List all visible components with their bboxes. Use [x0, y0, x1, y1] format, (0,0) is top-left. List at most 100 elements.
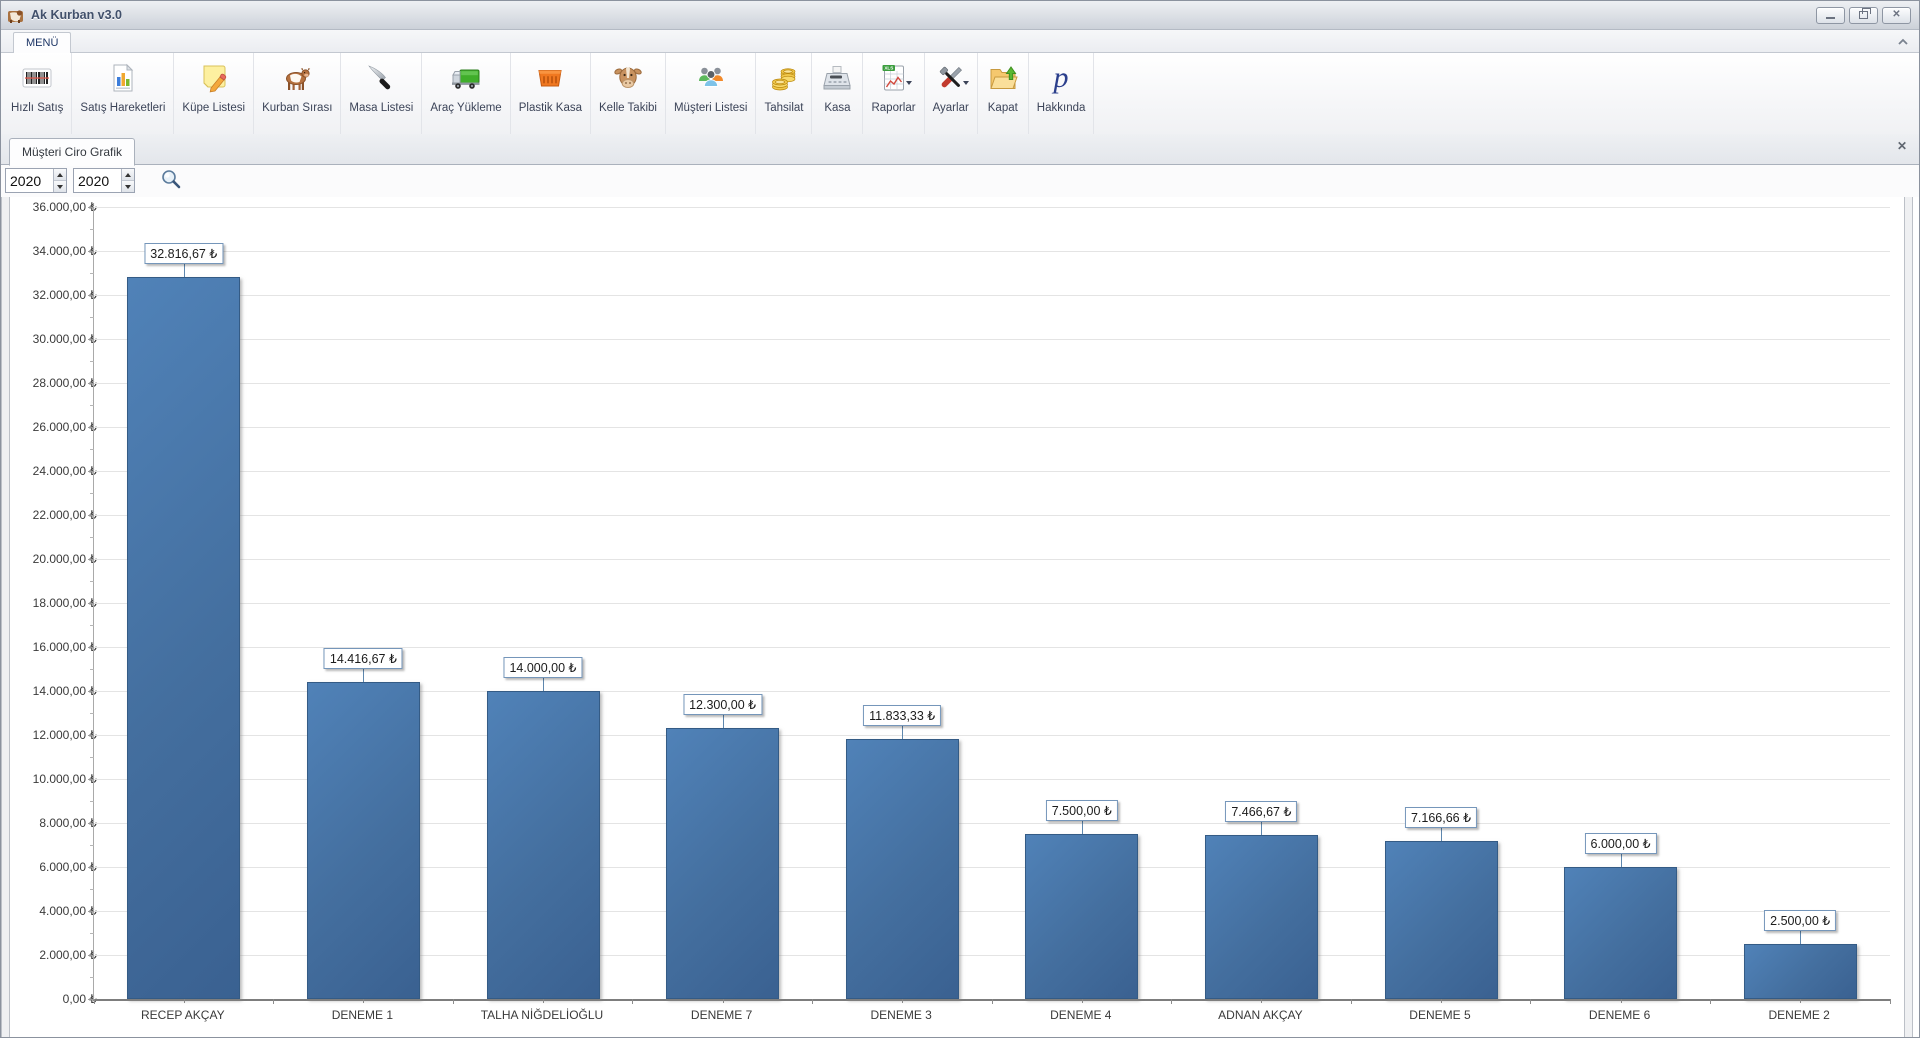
minimize-button[interactable]: [1816, 7, 1845, 24]
arrow-up-icon: [57, 173, 63, 177]
tab-close-icon[interactable]: ✕: [1897, 140, 1907, 152]
maximize-icon: [1859, 11, 1868, 19]
y-axis-tick: [88, 691, 94, 692]
toolbar-button-musteri-listesi[interactable]: Müşteri Listesi: [666, 53, 757, 134]
y-axis-label: 0,00 ₺: [17, 992, 97, 1006]
y-axis-label: 30.000,00 ₺: [17, 332, 97, 346]
y-axis-minor-tick: [90, 669, 94, 670]
y-axis-minor-tick: [90, 537, 94, 538]
x-axis-tick: [1171, 999, 1172, 1004]
document-tab-strip: Müşteri Ciro Grafik ✕: [1, 134, 1919, 165]
toolbar-button-masa-listesi[interactable]: Masa Listesi: [341, 53, 422, 134]
year-from-input[interactable]: [6, 169, 53, 192]
y-axis-minor-tick: [90, 581, 94, 582]
y-axis-tick: [88, 647, 94, 648]
x-axis-tick: [543, 999, 544, 1003]
y-axis-tick: [88, 823, 94, 824]
gridline: [94, 603, 1890, 604]
gridline: [94, 383, 1890, 384]
bar-2: [307, 682, 420, 999]
note-pencil-icon: [197, 61, 231, 95]
y-axis-tick: [88, 339, 94, 340]
toolbar-button-label: Araç Yükleme: [430, 102, 501, 114]
y-axis-tick: [88, 207, 94, 208]
toolbar-button-raporlar[interactable]: XLSRaporlar: [863, 53, 924, 134]
chevron-up-icon[interactable]: [1895, 35, 1911, 48]
gridline: [94, 515, 1890, 516]
bar-value-label: 7.500,00 ₺: [1046, 800, 1118, 821]
year-to-spinner: [73, 168, 135, 193]
gridline: [94, 295, 1890, 296]
toolbar-button-hakkinda[interactable]: pHakkında: [1029, 53, 1095, 134]
y-axis-minor-tick: [90, 801, 94, 802]
x-axis-tick: [1530, 999, 1531, 1004]
x-axis-tick: [1261, 999, 1262, 1003]
toolbar-button-ayarlar[interactable]: Ayarlar: [925, 53, 978, 134]
y-axis-label: 36.000,00 ₺: [17, 200, 97, 214]
bar-1: [127, 277, 240, 999]
maximize-button[interactable]: [1849, 7, 1878, 24]
toolbar-button-tahsilat[interactable]: Tahsilat: [756, 53, 812, 134]
toolbar-button-kupe-listesi[interactable]: Küpe Listesi: [174, 53, 254, 134]
y-axis-minor-tick: [90, 933, 94, 934]
y-axis-label: 18.000,00 ₺: [17, 596, 97, 610]
category-label: ADNAN AKÇAY: [1171, 1008, 1351, 1022]
menu-tab[interactable]: MENÜ: [13, 32, 71, 53]
cow-head-icon: [611, 61, 645, 95]
x-axis-tick: [902, 999, 903, 1003]
toolbar-button-kurban-sirasi[interactable]: Kurban Sırası: [254, 53, 341, 134]
year-from-up-button[interactable]: [54, 169, 66, 181]
y-axis-tick: [88, 911, 94, 912]
toolbar-button-kasa[interactable]: Kasa: [812, 53, 863, 134]
gridline: [94, 471, 1890, 472]
year-from-down-button[interactable]: [54, 181, 66, 192]
y-axis-minor-tick: [90, 977, 94, 978]
toolbar-button-hizli-satis[interactable]: Hızlı Satış: [3, 53, 72, 134]
search-button[interactable]: [158, 167, 184, 193]
toolbar-button-label: Raporlar: [871, 102, 915, 114]
y-axis-minor-tick: [90, 713, 94, 714]
y-axis-minor-tick: [90, 493, 94, 494]
toolbar-button-kapat[interactable]: Kapat: [978, 53, 1029, 134]
toolbar-button-arac-yukleme[interactable]: Araç Yükleme: [422, 53, 510, 134]
x-axis-tick: [1710, 999, 1711, 1004]
bar-6: [1025, 834, 1138, 999]
bar-label-connector: [1082, 821, 1083, 834]
dropdown-arrow-icon[interactable]: [963, 81, 969, 85]
crate-icon: [533, 61, 567, 95]
toolbar-button-label: Kapat: [988, 102, 1018, 114]
year-from-spin-buttons: [53, 169, 66, 192]
toolbar-button-satis-hareketleri[interactable]: Satış Hareketleri: [72, 53, 174, 134]
toolbar-button-label: Ayarlar: [933, 102, 969, 114]
toolbar-button-kelle-takibi[interactable]: Kelle Takibi: [591, 53, 666, 134]
x-axis-tick: [723, 999, 724, 1003]
y-axis-minor-tick: [90, 405, 94, 406]
bar-value-label: 11.833,33 ₺: [863, 705, 941, 726]
bar-5: [846, 739, 959, 999]
category-label: DENEME 5: [1350, 1008, 1530, 1022]
bar-value-label: 2.500,00 ₺: [1764, 910, 1836, 931]
window-controls: ✕: [1816, 7, 1913, 24]
y-axis-label: 32.000,00 ₺: [17, 288, 97, 302]
bar-value-label: 7.166,66 ₺: [1405, 807, 1477, 828]
category-label: RECEP AKÇAY: [93, 1008, 273, 1022]
y-axis-tick: [88, 515, 94, 516]
y-axis-minor-tick: [90, 317, 94, 318]
cash-register-icon: [820, 61, 854, 95]
x-axis-tick: [1441, 999, 1442, 1003]
application-window: Ak Kurban v3.0 ✕ MENÜ Hızlı SatışSatış H…: [0, 0, 1920, 1038]
year-to-input[interactable]: [74, 169, 121, 192]
bar-value-label: 14.416,67 ₺: [324, 648, 403, 669]
year-to-up-button[interactable]: [122, 169, 134, 181]
year-to-down-button[interactable]: [122, 181, 134, 192]
cow-icon: [280, 61, 314, 95]
tab-musteri-ciro-grafik[interactable]: Müşteri Ciro Grafik: [9, 138, 135, 166]
arrow-down-icon: [57, 185, 63, 189]
dropdown-arrow-icon[interactable]: [906, 81, 912, 85]
y-axis-tick: [88, 295, 94, 296]
customer-revenue-bar-chart: 0,00 ₺2.000,00 ₺4.000,00 ₺6.000,00 ₺8.00…: [1, 197, 1919, 1037]
bar-4: [666, 728, 779, 999]
close-button[interactable]: ✕: [1882, 7, 1911, 24]
toolbar-button-plastik-kasa[interactable]: Plastik Kasa: [511, 53, 591, 134]
x-axis-tick: [992, 999, 993, 1004]
